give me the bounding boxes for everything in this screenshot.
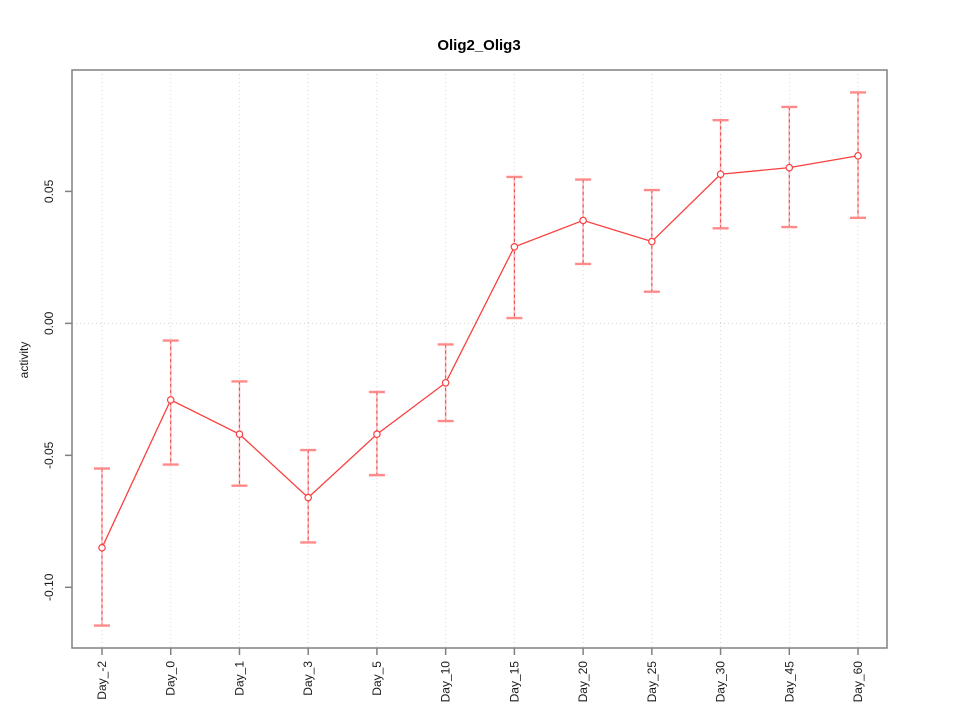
x-tick-label: Day_30 [714,661,728,703]
data-point [648,237,656,246]
x-tick-label: Day_45 [782,661,796,703]
x-tick-label: Day_15 [507,661,521,703]
x-tick-label: Day_1 [232,661,246,696]
data-point [785,163,794,172]
y-axis-label: activity [17,342,31,379]
x-tick-label: Day_10 [439,661,453,703]
gridlines-layer [72,70,887,648]
y-tick-label: -0.05 [42,441,56,469]
series-layer [98,151,862,552]
data-point [854,151,862,160]
axes-layer: -0.10 -0.05 0.00 0.05 Day_-2 Day_0 Day_1 Day_3 D… [42,69,888,703]
x-tick-label: Day_-2 [95,661,109,700]
x-tick-label: Day_25 [645,661,659,703]
x-tick-label: Day_0 [164,661,178,696]
data-point [579,216,587,225]
x-tick-label: Day_3 [301,661,315,696]
data-point [441,378,450,387]
data-point [373,430,381,439]
y-tick-label: 0.00 [42,311,56,335]
y-tick-label: -0.10 [42,573,56,601]
data-point [166,396,175,404]
y-tick-label: 0.05 [42,179,56,203]
data-point [235,430,244,439]
x-tick-label: Day_20 [576,661,590,703]
series-line [101,155,859,548]
x-tick-label: Day_5 [370,661,384,696]
x-tick-label: Day_60 [851,661,865,703]
data-point [98,543,106,552]
error-bars-layer [94,91,867,627]
data-point [304,493,312,502]
plot-border [71,69,888,649]
data-point [510,243,519,251]
data-point [716,170,725,179]
chart-title: Olig2_Olig3 [437,37,520,54]
